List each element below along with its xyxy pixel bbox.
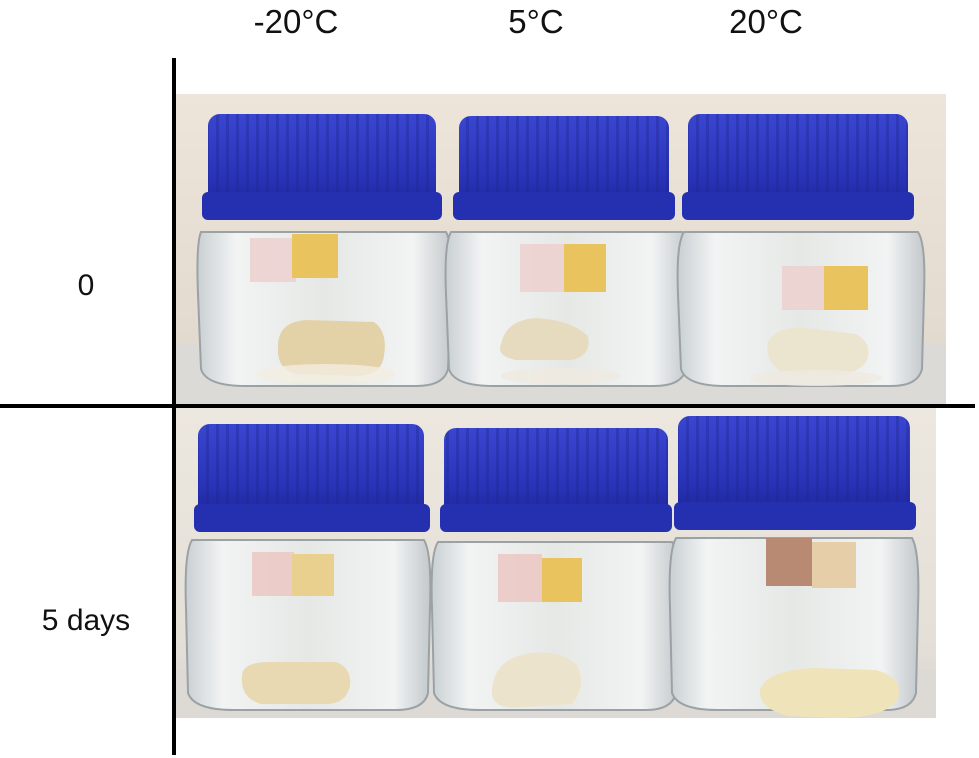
- photo-day-5: [176, 408, 936, 718]
- jar-5-day0: [444, 116, 690, 387]
- jars-photo-day-5: [176, 408, 936, 718]
- jar-neg20-day0: [196, 114, 453, 387]
- photo-day-0: [176, 94, 946, 404]
- jar-neg20-day5: [184, 424, 432, 711]
- jar-5-day5: [430, 428, 680, 711]
- jar-20-day0: [676, 114, 926, 387]
- row-label-5days: 5 days: [41, 604, 131, 637]
- horizontal-axis-line: [0, 404, 975, 408]
- jar-20-day5: [668, 416, 920, 718]
- jars-photo-day-0: [176, 94, 946, 404]
- column-label-neg20: -20°C: [253, 3, 339, 40]
- column-label-20: 20°C: [729, 3, 803, 40]
- column-label-5: 5°C: [508, 3, 564, 40]
- row-label-day0: 0: [77, 269, 95, 302]
